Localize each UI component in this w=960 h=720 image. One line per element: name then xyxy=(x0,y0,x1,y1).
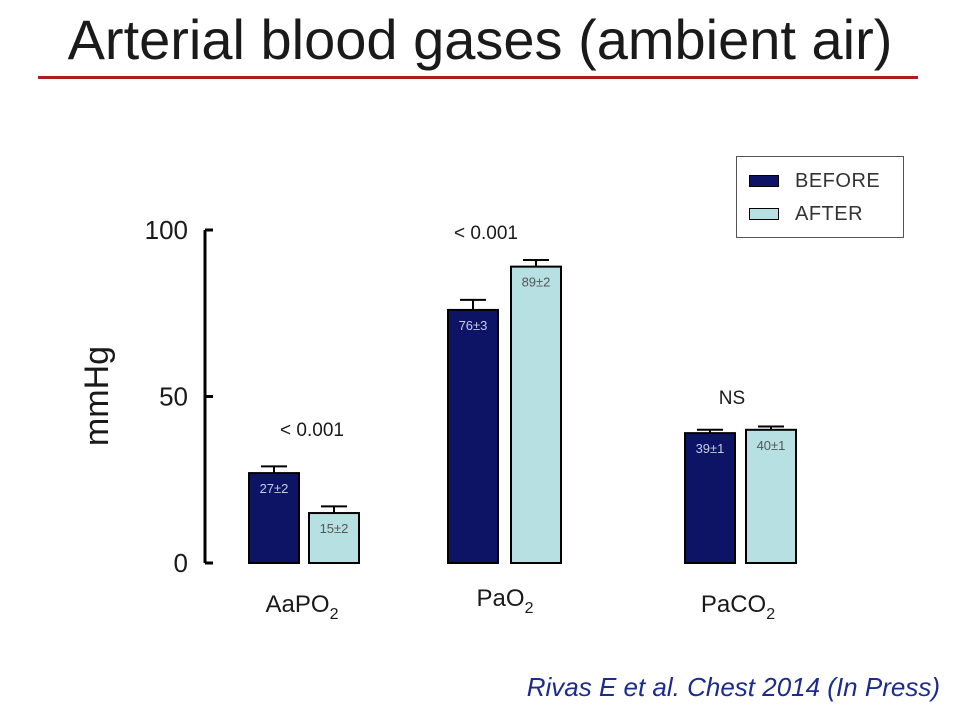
data-label: 40±1 xyxy=(757,438,786,453)
legend-item-before: BEFORE xyxy=(749,169,880,193)
bar-before xyxy=(684,432,736,564)
y-tick-label: 50 xyxy=(159,382,188,412)
group-label: AaPO2 xyxy=(266,591,339,623)
legend-swatch-after xyxy=(749,208,779,220)
data-label: 89±2 xyxy=(522,275,551,290)
y-axis-label: mmHg xyxy=(78,346,116,446)
data-label: 15±2 xyxy=(320,521,349,536)
p-value-label: NS xyxy=(719,388,745,409)
data-label: 76±3 xyxy=(459,318,488,333)
data-label: 27±2 xyxy=(260,481,289,496)
legend-label-after: AFTER xyxy=(795,202,864,225)
chart-legend: BEFORE AFTER xyxy=(736,156,904,238)
legend-swatch-before xyxy=(749,175,779,187)
bar-after xyxy=(510,265,562,564)
legend-label-before: BEFORE xyxy=(795,169,881,192)
p-value-label: < 0.001 xyxy=(280,420,344,441)
title-rule xyxy=(38,76,918,79)
p-value-label: < 0.001 xyxy=(454,223,518,244)
group-label: PaO2 xyxy=(477,585,534,617)
y-tick-label: 0 xyxy=(174,548,188,578)
slide-title: Arterial blood gases (ambient air) xyxy=(67,8,893,71)
group-label: PaCO2 xyxy=(701,591,775,623)
bar-after xyxy=(745,428,797,564)
y-tick-label: 100 xyxy=(145,215,188,245)
data-label: 39±1 xyxy=(696,441,725,456)
legend-item-after: AFTER xyxy=(749,202,863,226)
bar-before xyxy=(447,308,499,565)
bar-after xyxy=(308,512,360,564)
citation: Rivas E et al. Chest 2014 (In Press) xyxy=(526,672,940,702)
